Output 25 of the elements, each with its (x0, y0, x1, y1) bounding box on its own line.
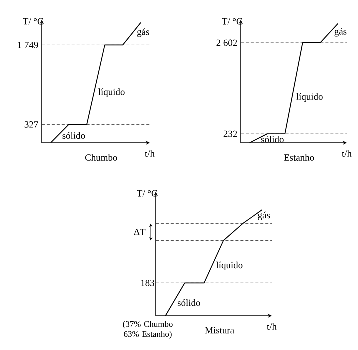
y-tick-label: 2 602 (216, 40, 238, 46)
x-axis-title: t/h (145, 150, 155, 157)
text: ΔT (134, 229, 146, 236)
text: (37% Chumbo 63% Estanho) (123, 321, 173, 339)
annotation: gás (258, 212, 270, 221)
annotation: líquido (98, 88, 125, 98)
y-tick-label: 232 (224, 130, 238, 138)
x-axis-title: t/h (342, 150, 352, 157)
annotation: gás (334, 28, 347, 37)
annotation: líquido (216, 262, 243, 270)
y-tick-label: 1 749 (18, 42, 38, 48)
y-tick-label: 327 (24, 122, 38, 128)
annotation: sólido (62, 132, 86, 140)
y-axis-title: T/ °C (222, 18, 242, 25)
annotation: sólido (261, 136, 284, 143)
text: 183 (141, 280, 154, 286)
annotation: sólido (178, 300, 200, 306)
x-axis-title: t/h (267, 323, 277, 330)
y-axis-title: T/ °C (137, 190, 158, 197)
text: Mistura (205, 327, 234, 334)
text: Chumbo (85, 154, 118, 161)
y-axis-title: T/ °C (23, 18, 44, 25)
annotation: gás (137, 28, 150, 38)
annotation: líquido (296, 93, 323, 102)
text: Estanho (284, 154, 314, 161)
